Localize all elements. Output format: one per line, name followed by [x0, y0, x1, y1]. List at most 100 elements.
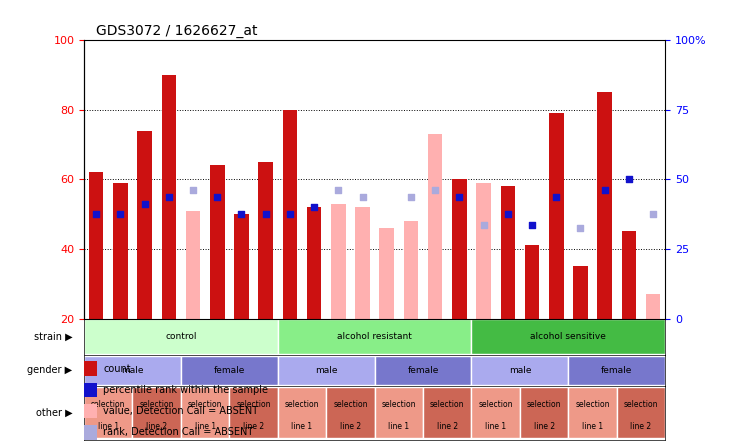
- Bar: [621, 231, 636, 318]
- Bar: [404, 221, 418, 318]
- Bar: [374, 387, 423, 439]
- Bar: [471, 387, 520, 439]
- Text: female: female: [601, 366, 632, 375]
- Point: [526, 221, 538, 228]
- Text: line 2: line 2: [630, 421, 651, 431]
- Text: alcohol resistant: alcohol resistant: [337, 332, 412, 341]
- Bar: [379, 228, 394, 318]
- Bar: [89, 172, 104, 318]
- Text: selection: selection: [188, 400, 222, 409]
- Text: selection: selection: [382, 400, 416, 409]
- Text: line 1: line 1: [98, 421, 119, 431]
- Text: female: female: [407, 366, 439, 375]
- Bar: [452, 179, 466, 318]
- Point: [550, 193, 562, 200]
- Bar: [573, 266, 588, 318]
- Point: [453, 193, 465, 200]
- Bar: [326, 387, 374, 439]
- Text: selection: selection: [333, 400, 368, 409]
- Point: [260, 210, 271, 218]
- Bar: [549, 113, 564, 318]
- Bar: [181, 387, 230, 439]
- Point: [115, 210, 126, 218]
- Bar: [210, 165, 224, 318]
- Text: line 2: line 2: [146, 421, 167, 431]
- Point: [502, 210, 514, 218]
- Bar: [181, 356, 278, 385]
- Text: GDS3072 / 1626627_at: GDS3072 / 1626627_at: [96, 24, 257, 38]
- Bar: [477, 183, 491, 318]
- Bar: [374, 356, 471, 385]
- Bar: [597, 92, 612, 318]
- Point: [478, 221, 490, 228]
- Text: percentile rank within the sample: percentile rank within the sample: [103, 385, 268, 395]
- Bar: [137, 131, 152, 318]
- Text: line 1: line 1: [292, 421, 313, 431]
- Text: line 2: line 2: [436, 421, 458, 431]
- Text: line 1: line 1: [485, 421, 507, 431]
- Point: [211, 193, 223, 200]
- Bar: [278, 319, 471, 354]
- Bar: [84, 387, 132, 439]
- Text: line 1: line 1: [388, 421, 409, 431]
- Point: [647, 210, 659, 218]
- Text: selection: selection: [624, 400, 658, 409]
- Point: [429, 186, 441, 193]
- Bar: [428, 134, 442, 318]
- Point: [333, 186, 344, 193]
- Text: selection: selection: [91, 400, 126, 409]
- Text: selection: selection: [236, 400, 270, 409]
- Text: selection: selection: [285, 400, 319, 409]
- Text: female: female: [213, 366, 245, 375]
- Bar: [278, 356, 374, 385]
- Text: line 2: line 2: [243, 421, 264, 431]
- Bar: [307, 207, 322, 318]
- Bar: [234, 214, 249, 318]
- Bar: [520, 387, 569, 439]
- Point: [163, 193, 175, 200]
- Text: line 2: line 2: [534, 421, 555, 431]
- Bar: [162, 75, 176, 318]
- Bar: [355, 207, 370, 318]
- Bar: [186, 210, 200, 318]
- Point: [139, 200, 151, 207]
- Bar: [471, 319, 665, 354]
- Bar: [283, 110, 297, 318]
- Text: rank, Detection Call = ABSENT: rank, Detection Call = ABSENT: [103, 428, 254, 437]
- Point: [235, 210, 247, 218]
- Text: male: male: [315, 366, 338, 375]
- Text: line 2: line 2: [340, 421, 361, 431]
- Bar: [569, 356, 665, 385]
- Bar: [259, 162, 273, 318]
- Bar: [278, 387, 326, 439]
- Text: selection: selection: [430, 400, 464, 409]
- Text: selection: selection: [575, 400, 610, 409]
- Bar: [423, 387, 471, 439]
- Text: strain ▶: strain ▶: [34, 332, 72, 342]
- Text: male: male: [509, 366, 531, 375]
- Bar: [471, 356, 569, 385]
- Text: selection: selection: [479, 400, 513, 409]
- Bar: [84, 356, 181, 385]
- Text: gender ▶: gender ▶: [27, 365, 72, 375]
- Text: line 1: line 1: [194, 421, 216, 431]
- Text: count: count: [103, 364, 131, 373]
- Text: other ▶: other ▶: [36, 408, 72, 417]
- Point: [623, 176, 635, 183]
- Bar: [331, 204, 346, 318]
- Text: selection: selection: [527, 400, 561, 409]
- Text: alcohol sensitive: alcohol sensitive: [531, 332, 606, 341]
- Text: line 1: line 1: [582, 421, 603, 431]
- Point: [405, 193, 417, 200]
- Bar: [230, 387, 278, 439]
- Text: selection: selection: [140, 400, 174, 409]
- Bar: [113, 183, 128, 318]
- Point: [308, 203, 320, 210]
- Text: male: male: [121, 366, 144, 375]
- Point: [575, 225, 586, 232]
- Text: value, Detection Call = ABSENT: value, Detection Call = ABSENT: [103, 406, 258, 416]
- Bar: [617, 387, 665, 439]
- Bar: [645, 294, 660, 318]
- Point: [357, 193, 368, 200]
- Point: [187, 186, 199, 193]
